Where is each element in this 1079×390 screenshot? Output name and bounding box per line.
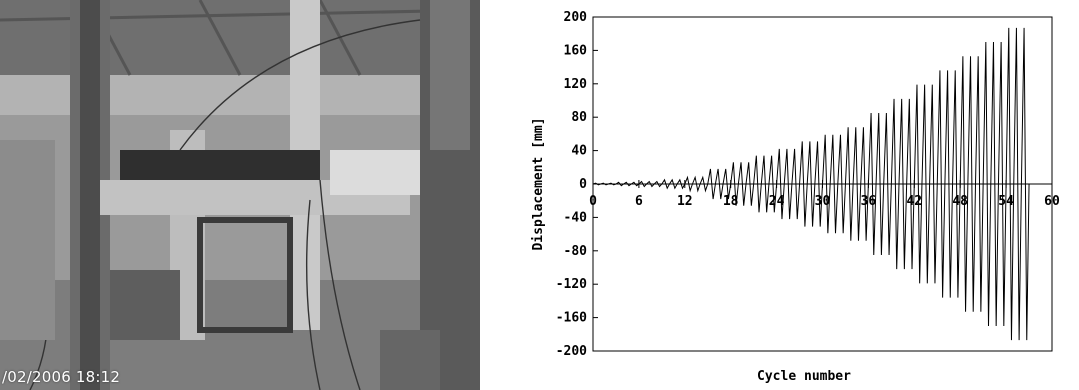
test-setup-photo: /02/2006 18:12 xyxy=(0,0,480,390)
photo-timestamp: /02/2006 18:12 xyxy=(2,368,121,386)
y-tick-label: -160 xyxy=(556,311,587,326)
y-tick-label: 0 xyxy=(579,177,587,192)
x-tick-label: 60 xyxy=(1044,194,1060,209)
y-tick-label: 200 xyxy=(564,10,588,25)
x-tick-label: 24 xyxy=(769,194,785,209)
y-tick-label: -120 xyxy=(556,277,587,292)
y-tick-label: 160 xyxy=(564,43,588,58)
x-tick-label: 0 xyxy=(589,194,597,209)
x-tick-label: 30 xyxy=(815,194,831,209)
x-axis-label: Cycle number xyxy=(757,369,851,384)
x-tick-label: 18 xyxy=(723,194,739,209)
y-axis-label: Displacement [mm] xyxy=(531,117,546,250)
displacement-line xyxy=(592,27,1030,341)
x-tick-label: 36 xyxy=(861,194,877,209)
y-tick-label: 120 xyxy=(564,77,588,92)
y-tick-label: -40 xyxy=(564,210,588,225)
y-tick-label: 40 xyxy=(571,144,587,159)
x-axis: 0 6 12 18 24 30 36 42 48 54 60 xyxy=(589,180,1060,209)
x-tick-label: 6 xyxy=(635,194,643,209)
displacement-chart: 200 160 120 80 40 0 -40 -80 -120 -160 -200 0 6 12 18 2… xyxy=(520,0,1079,390)
y-tick-label: 80 xyxy=(571,110,587,125)
series-displacement xyxy=(592,27,1030,341)
y-tick-label: -80 xyxy=(564,244,588,259)
x-tick-label: 12 xyxy=(677,194,693,209)
y-tick-label: -200 xyxy=(556,344,587,359)
